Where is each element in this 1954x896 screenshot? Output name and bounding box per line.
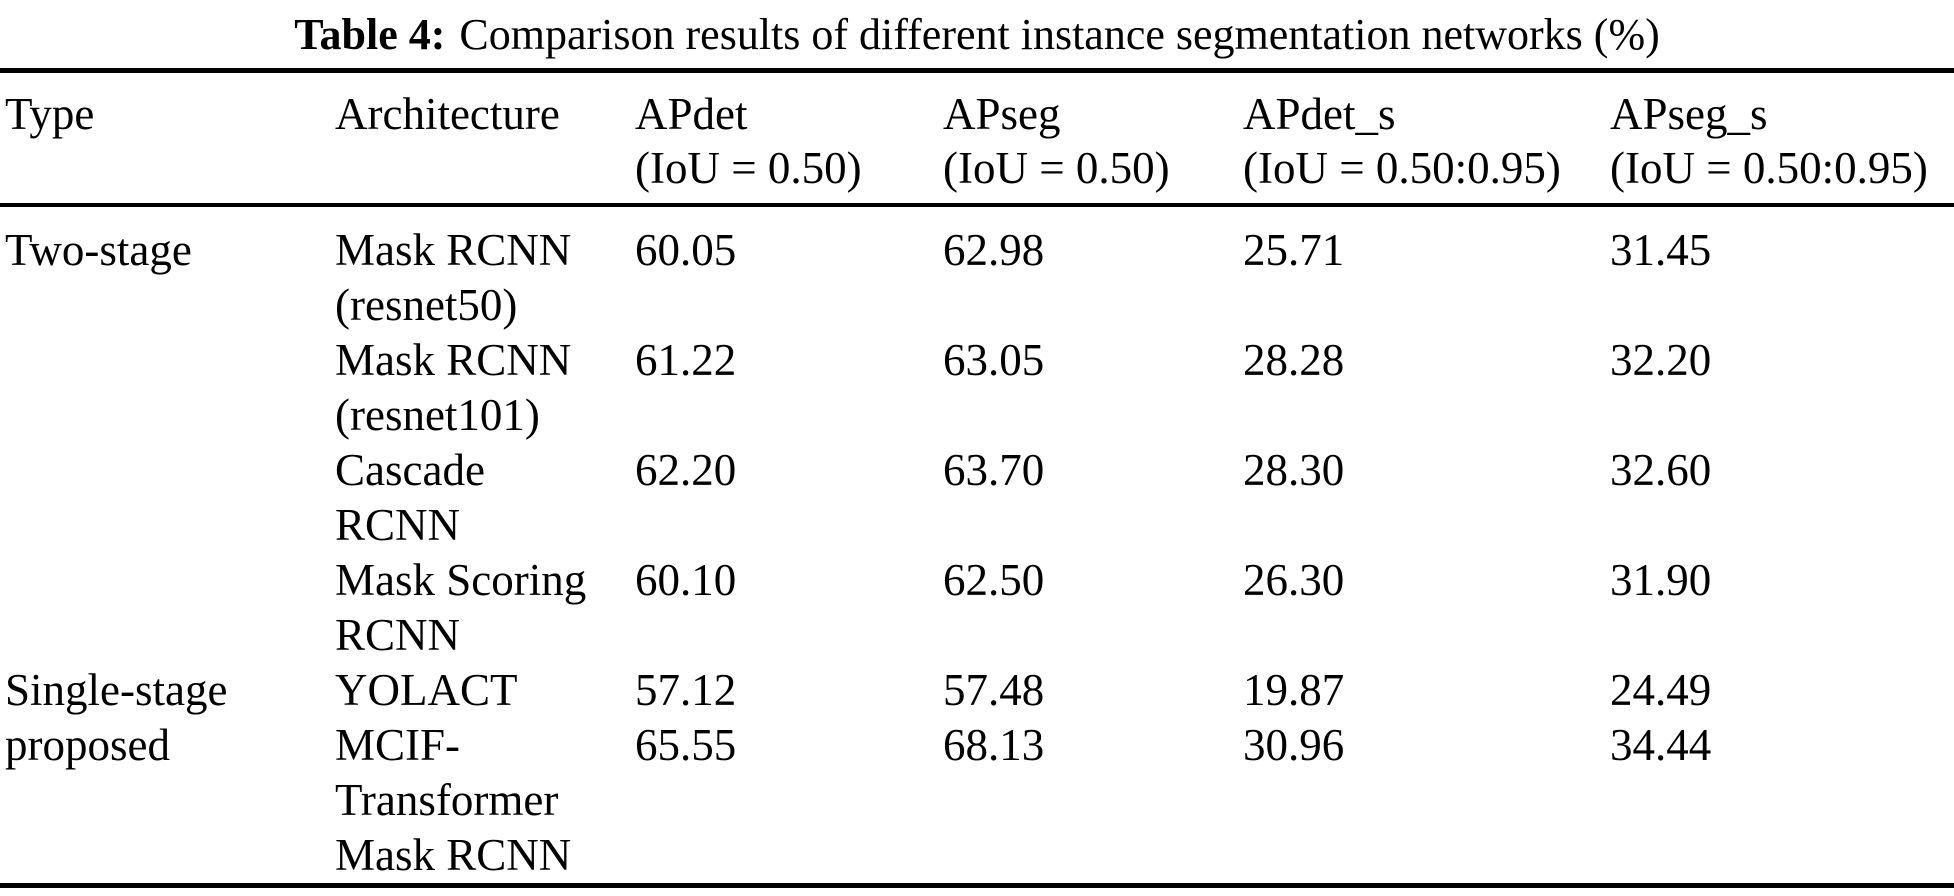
column-header-sub: (IoU = 0.50:0.95) <box>1243 143 1561 193</box>
cell-architecture: Mask RCNN (resnet50) <box>335 225 572 330</box>
cell-type <box>0 553 335 663</box>
cell-apdet-s: 30.96 <box>1243 720 1345 770</box>
cell-apseg-s: 32.20 <box>1610 335 1712 385</box>
cell-apseg: 68.13 <box>943 720 1045 770</box>
cell-architecture: YOLACT <box>335 665 518 715</box>
cell-type <box>0 443 335 553</box>
column-header-sub: (IoU = 0.50) <box>943 143 1170 193</box>
table-caption-label: Table 4: <box>294 10 446 59</box>
cell-apseg: 62.50 <box>943 555 1045 605</box>
cell-apdet: 62.20 <box>635 445 737 495</box>
column-header-label: APdet_s <box>1243 89 1396 139</box>
cell-apdet-s: 19.87 <box>1243 665 1345 715</box>
cell-apseg-s: 31.90 <box>1610 555 1712 605</box>
cell-type: Two-stage <box>5 225 192 275</box>
cell-apseg: 63.70 <box>943 445 1045 495</box>
table-row: Single-stage YOLACT 57.12 57.48 19.87 24… <box>0 663 1954 718</box>
column-header-apseg: APseg (IoU = 0.50) <box>943 70 1243 207</box>
cell-apdet-s: 28.30 <box>1243 445 1345 495</box>
table-row: Two-stage Mask RCNN (resnet50) 60.05 62.… <box>0 205 1954 333</box>
cell-apseg-s: 32.60 <box>1610 445 1712 495</box>
cell-apdet: 57.12 <box>635 665 737 715</box>
cell-architecture: Cascade RCNN <box>335 445 485 550</box>
cell-apseg-s: 34.44 <box>1610 720 1712 770</box>
cell-architecture: Mask Scoring RCNN <box>335 555 587 660</box>
cell-architecture: MCIF- Transformer Mask RCNN <box>335 720 572 880</box>
cell-apseg: 63.05 <box>943 335 1045 385</box>
cell-apseg: 62.98 <box>943 225 1045 275</box>
cell-apdet: 65.55 <box>635 720 737 770</box>
cell-apdet-s: 26.30 <box>1243 555 1345 605</box>
results-table: Type Architecture APdet (IoU = 0.50) APs… <box>0 68 1954 888</box>
table-row: proposed MCIF- Transformer Mask RCNN 65.… <box>0 718 1954 886</box>
cell-type: Single-stage <box>5 665 228 715</box>
cell-apseg-s: 24.49 <box>1610 665 1712 715</box>
table-row: Cascade RCNN 62.20 63.70 28.30 32.60 <box>0 443 1954 553</box>
cell-type <box>0 333 335 443</box>
cell-apdet: 61.22 <box>635 335 737 385</box>
cell-apdet-s: 25.71 <box>1243 225 1345 275</box>
cell-apdet: 60.05 <box>635 225 737 275</box>
column-header-label: APseg_s <box>1610 89 1768 139</box>
header-row: Type Architecture APdet (IoU = 0.50) APs… <box>0 70 1954 207</box>
column-header-label: APseg <box>943 89 1061 139</box>
cell-apseg: 57.48 <box>943 665 1045 715</box>
column-header-apseg-s: APseg_s (IoU = 0.50:0.95) <box>1610 70 1954 207</box>
column-header-label: APdet <box>635 89 748 139</box>
cell-architecture: Mask RCNN (resnet101) <box>335 335 572 440</box>
cell-apseg-s: 31.45 <box>1610 225 1712 275</box>
column-header-apdet-s: APdet_s (IoU = 0.50:0.95) <box>1243 70 1610 207</box>
column-header-label: Type <box>5 89 95 139</box>
column-header-sub: (IoU = 0.50:0.95) <box>1610 143 1928 193</box>
table-row: Mask RCNN (resnet101) 61.22 63.05 28.28 … <box>0 333 1954 443</box>
column-header-type: Type <box>0 70 335 207</box>
column-header-apdet: APdet (IoU = 0.50) <box>635 70 943 207</box>
cell-apdet-s: 28.28 <box>1243 335 1345 385</box>
cell-type: proposed <box>5 720 170 770</box>
column-header-label: Architecture <box>335 89 560 139</box>
column-header-architecture: Architecture <box>335 70 635 207</box>
column-header-sub: (IoU = 0.50) <box>635 143 862 193</box>
table-caption: Table 4: Comparison results of different … <box>0 4 1954 66</box>
table-caption-text: Comparison results of different instance… <box>459 10 1660 59</box>
table-row: Mask Scoring RCNN 60.10 62.50 26.30 31.9… <box>0 553 1954 663</box>
cell-apdet: 60.10 <box>635 555 737 605</box>
